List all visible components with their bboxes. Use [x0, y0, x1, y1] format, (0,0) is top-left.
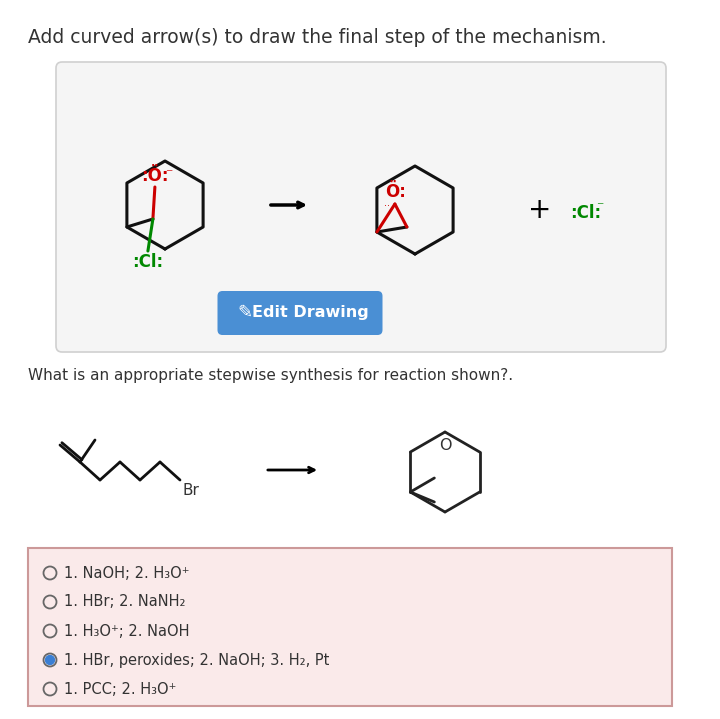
Text: :Ö:: :Ö: — [141, 167, 168, 185]
Text: 1. HBr, peroxides; 2. NaOH; 3. H₂, Pt: 1. HBr, peroxides; 2. NaOH; 3. H₂, Pt — [64, 653, 329, 667]
FancyBboxPatch shape — [56, 62, 666, 352]
Text: 1. NaOH; 2. H₃O⁺: 1. NaOH; 2. H₃O⁺ — [64, 566, 189, 580]
Text: Ö:: Ö: — [385, 183, 406, 201]
Text: O: O — [438, 438, 451, 453]
Text: Edit Drawing: Edit Drawing — [251, 306, 369, 321]
Text: ⁻: ⁻ — [165, 167, 173, 181]
Text: :Cl:: :Cl: — [132, 253, 163, 271]
Text: 1. PCC; 2. H₃O⁺: 1. PCC; 2. H₃O⁺ — [64, 682, 176, 697]
Text: ..: .. — [384, 198, 390, 208]
Text: 1. HBr; 2. NaNH₂: 1. HBr; 2. NaNH₂ — [64, 595, 186, 610]
FancyBboxPatch shape — [28, 548, 672, 706]
Text: Br: Br — [183, 483, 200, 498]
Text: +: + — [528, 196, 552, 224]
Text: ⁻: ⁻ — [596, 200, 603, 214]
Text: ✎: ✎ — [237, 304, 252, 322]
Text: 1. H₃O⁺; 2. NaOH: 1. H₃O⁺; 2. NaOH — [64, 623, 189, 638]
FancyBboxPatch shape — [217, 291, 382, 335]
Text: :Cl:: :Cl: — [570, 204, 601, 222]
Text: Add curved arrow(s) to draw the final step of the mechanism.: Add curved arrow(s) to draw the final st… — [28, 28, 607, 47]
Text: What is an appropriate stepwise synthesis for reaction shown?.: What is an appropriate stepwise synthesi… — [28, 368, 513, 383]
Circle shape — [45, 656, 55, 664]
